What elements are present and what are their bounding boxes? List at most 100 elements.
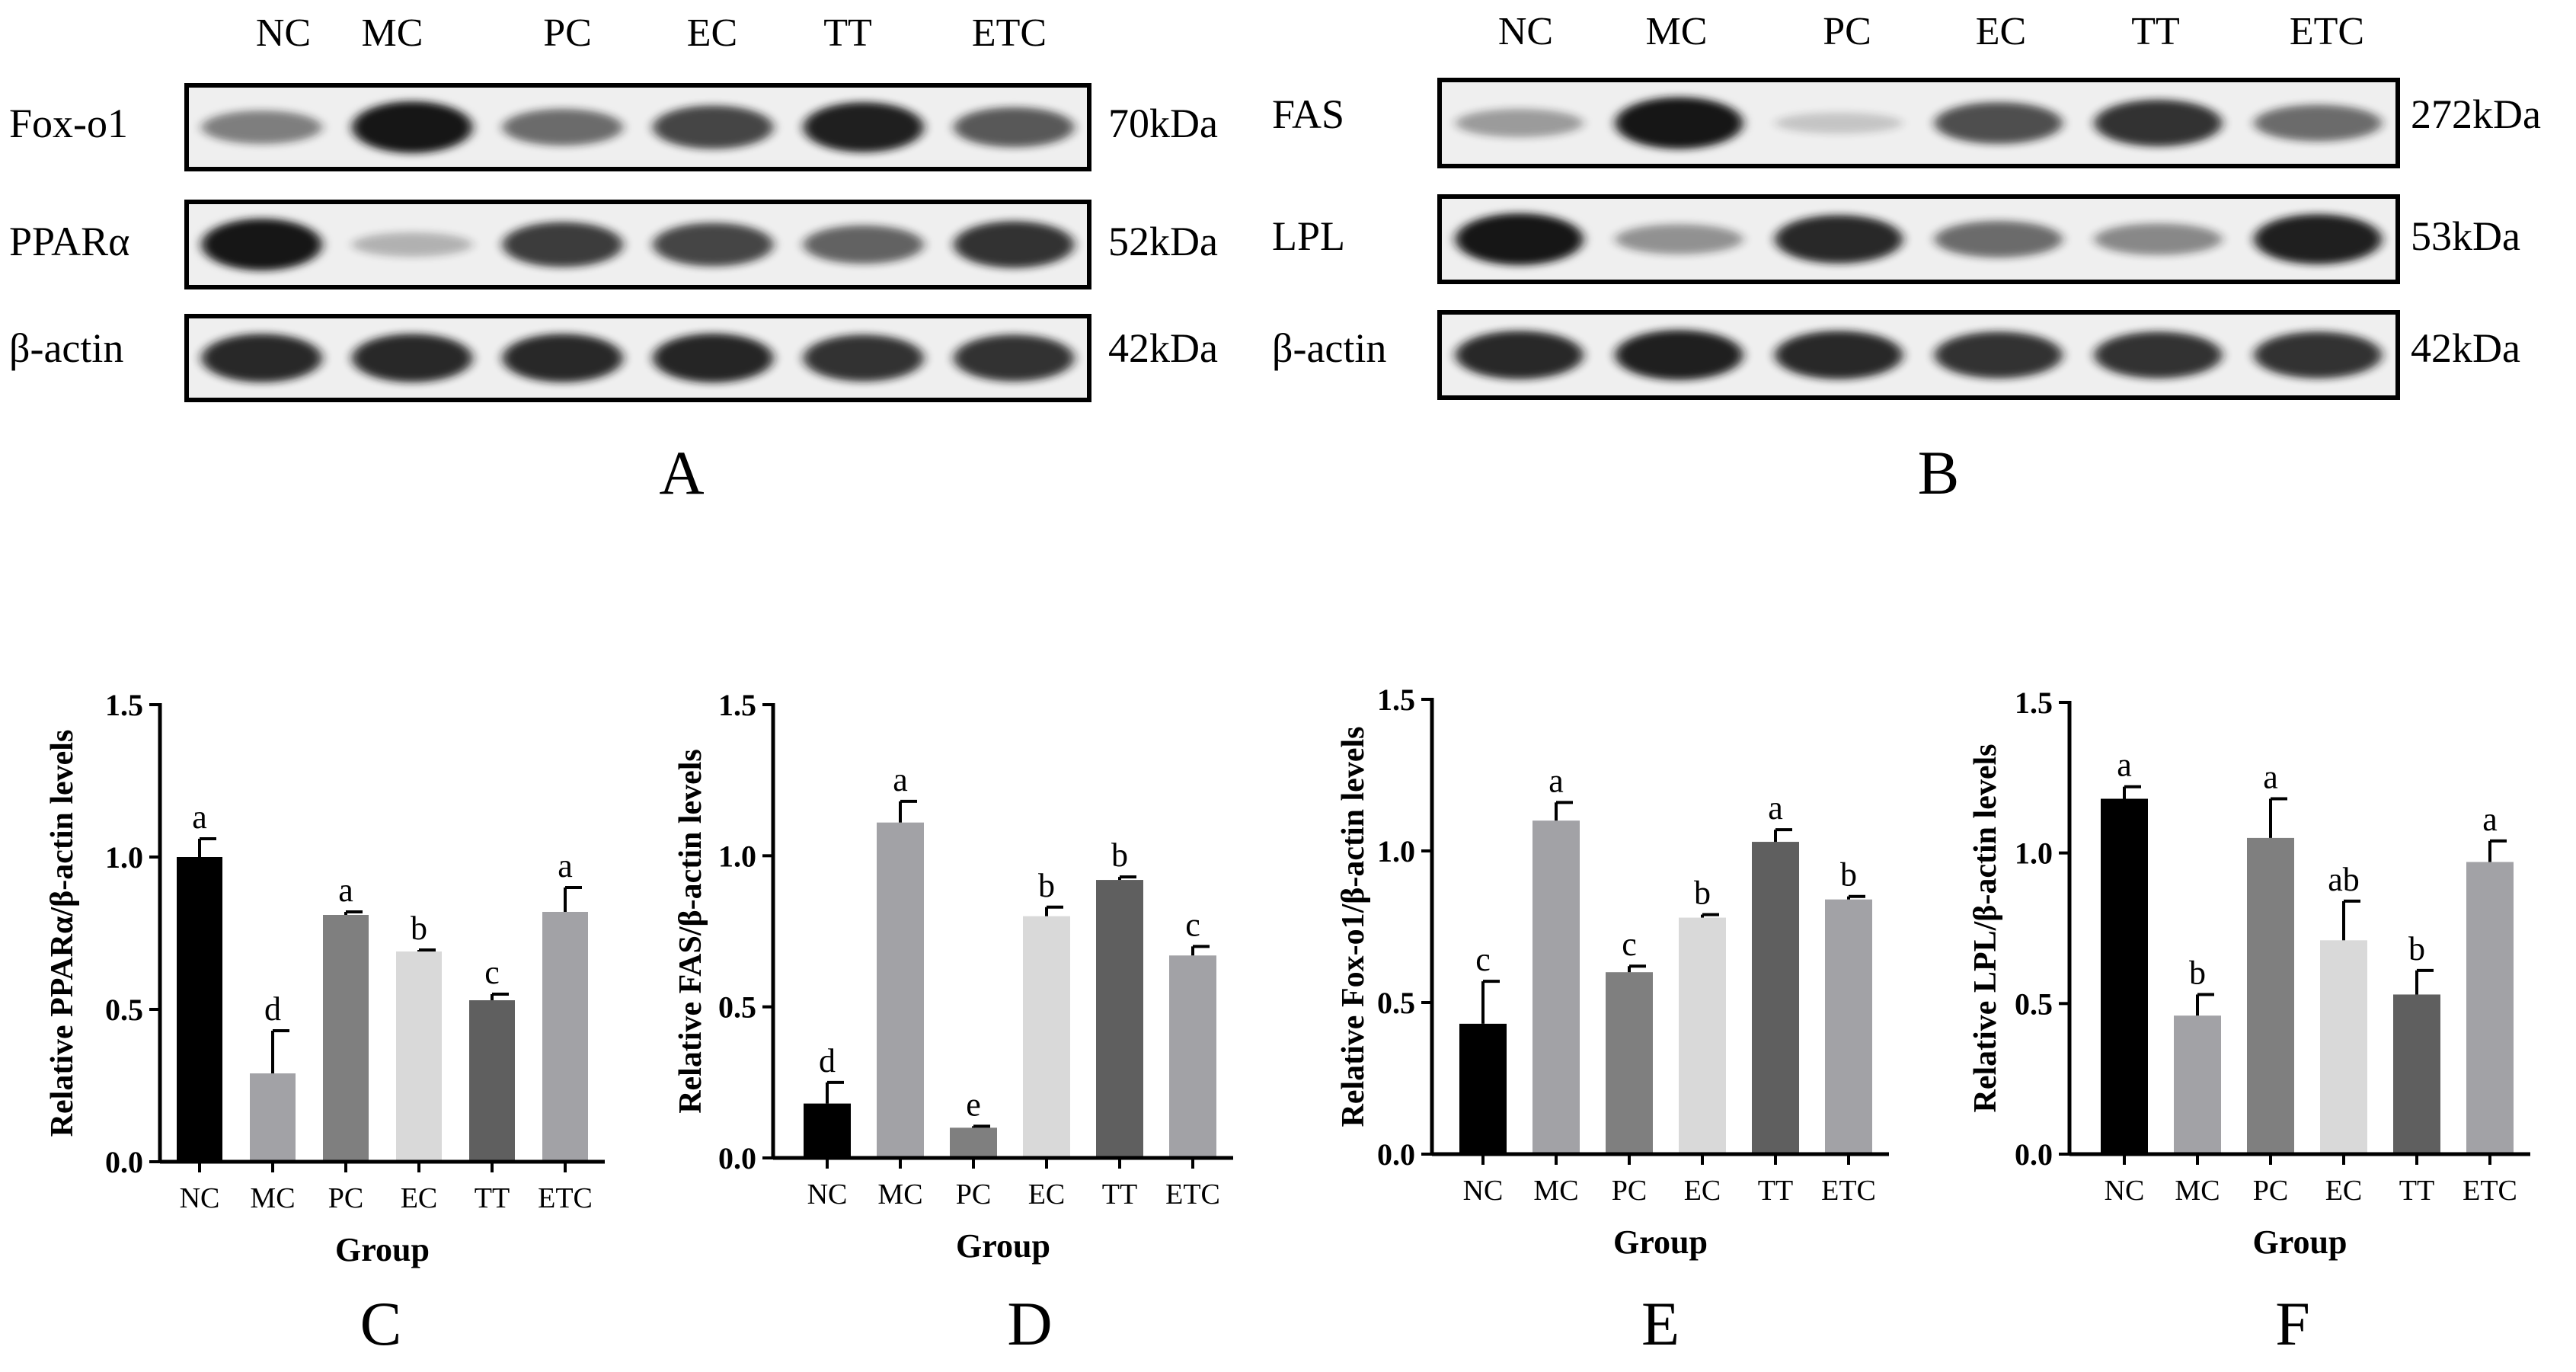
significance-letter: b bbox=[2189, 954, 2206, 991]
x-tick-label: MC bbox=[250, 1182, 295, 1214]
blot-protein-label: FAS bbox=[1272, 91, 1344, 137]
blot-protein-label: β-actin bbox=[1272, 325, 1386, 371]
y-tick-label: 0.5 bbox=[718, 990, 756, 1025]
bar-TT bbox=[1096, 880, 1143, 1158]
blot-band bbox=[954, 334, 1075, 382]
blot-band bbox=[502, 334, 623, 382]
blot-band bbox=[2254, 104, 2383, 142]
blot-band bbox=[201, 110, 322, 144]
bar-ETC bbox=[542, 912, 588, 1162]
x-tick-label: TT bbox=[1758, 1175, 1793, 1207]
blot-band bbox=[352, 334, 473, 382]
bar-NC bbox=[804, 1103, 851, 1158]
blot-frame bbox=[1437, 310, 2400, 400]
x-tick-label: TT bbox=[2399, 1175, 2434, 1207]
significance-letter: e bbox=[966, 1086, 981, 1123]
bar-MC bbox=[877, 822, 924, 1158]
significance-letter: b bbox=[1694, 875, 1711, 912]
bar-MC bbox=[1532, 820, 1580, 1154]
bar-PC bbox=[323, 915, 369, 1162]
x-tick-label: EC bbox=[1684, 1175, 1721, 1207]
blot-band bbox=[954, 221, 1075, 268]
bar-NC bbox=[177, 857, 222, 1162]
significance-letter: c bbox=[1185, 906, 1200, 943]
blot-band bbox=[1455, 331, 1584, 379]
significance-letter: c bbox=[1475, 941, 1491, 978]
chart-C: a NC d MC a PC b EC c TT a ETC 0.0 0.5 1.0 1.5 Group Rela… bbox=[45, 688, 605, 1358]
panel-letter: D bbox=[1007, 1289, 1052, 1358]
significance-letter: ab bbox=[2328, 861, 2360, 898]
blot-band bbox=[2254, 214, 2383, 264]
bar-NC bbox=[1459, 1023, 1507, 1154]
blot-row-Fox-o1: Fox-o1 70kDa bbox=[9, 83, 1218, 171]
x-tick-label: TT bbox=[475, 1182, 510, 1214]
significance-letter: a bbox=[2117, 747, 2132, 784]
bar-EC bbox=[1023, 916, 1070, 1158]
blot-lane-label: EC bbox=[687, 11, 737, 55]
x-tick-label: ETC bbox=[1821, 1175, 1876, 1207]
panel-letter: B bbox=[1918, 438, 1960, 507]
blot-size-label: 53kDa bbox=[2411, 213, 2520, 259]
significance-letter: c bbox=[484, 954, 500, 991]
chart-E: c NC a MC c PC b EC a TT b ETC 0.0 0.5 1.0 1.5 Group Rela… bbox=[1336, 683, 1889, 1358]
significance-letter: b bbox=[411, 910, 427, 947]
x-tick-label: EC bbox=[1028, 1179, 1066, 1210]
bar-TT bbox=[469, 1000, 515, 1162]
y-tick-label: 0.5 bbox=[2015, 987, 2053, 1021]
blot-lane-label: MC bbox=[1646, 10, 1708, 53]
x-tick-label: ETC bbox=[2463, 1175, 2517, 1207]
x-tick-label: ETC bbox=[1165, 1179, 1220, 1210]
y-tick-label: 1.0 bbox=[105, 840, 143, 875]
blot-band bbox=[653, 222, 774, 267]
x-tick-label: NC bbox=[1463, 1175, 1504, 1207]
x-tick-label: EC bbox=[2325, 1175, 2363, 1207]
blot-lane-label: PC bbox=[1823, 10, 1871, 53]
y-tick-label: 1.5 bbox=[1377, 683, 1415, 717]
blot-protein-label: β-actin bbox=[9, 325, 123, 371]
panel-letter: A bbox=[659, 438, 704, 507]
significance-letter: a bbox=[1768, 789, 1783, 827]
blot-panel-B: NC MC PC EC TT ETC FAS 272kDa LPL 53kDa β-actin 42k… bbox=[1272, 10, 2541, 507]
blot-size-label: 42kDa bbox=[1108, 325, 1218, 371]
blot-band bbox=[1615, 224, 1743, 254]
chart-F: a NC b MC a PC ab EC b TT a ETC 0.0 0.5 1.0 1.5 Group Rel… bbox=[1968, 686, 2530, 1358]
blot-band bbox=[352, 232, 473, 257]
blot-frame bbox=[184, 83, 1091, 171]
y-axis-title: Relative PPARα/β-actin levels bbox=[45, 730, 80, 1137]
significance-letter: a bbox=[558, 847, 573, 884]
y-axis-title: Relative FAS/β-actin levels bbox=[673, 749, 708, 1114]
bar-MC bbox=[250, 1073, 296, 1162]
bar-ETC bbox=[1825, 899, 1872, 1154]
y-tick-label: 1.5 bbox=[718, 688, 756, 722]
x-tick-label: MC bbox=[2175, 1175, 2220, 1207]
blot-size-label: 52kDa bbox=[1108, 219, 1218, 264]
blot-size-label: 272kDa bbox=[2411, 91, 2541, 137]
y-tick-label: 0.5 bbox=[1377, 986, 1415, 1020]
bar-TT bbox=[2393, 994, 2440, 1154]
blot-frame bbox=[1437, 78, 2400, 168]
chart-D: d NC a MC e PC b EC b TT c ETC 0.0 0.5 1.0 1.5 Group Rela… bbox=[673, 688, 1233, 1358]
significance-letter: b bbox=[2408, 930, 2425, 967]
blot-band bbox=[502, 222, 623, 267]
bar-NC bbox=[2101, 798, 2148, 1154]
y-tick-label: 1.0 bbox=[718, 839, 756, 873]
blot-band bbox=[1934, 102, 2063, 144]
x-tick-label: PC bbox=[2253, 1175, 2288, 1207]
blot-frame bbox=[184, 314, 1091, 402]
blot-band bbox=[1775, 215, 1903, 264]
y-tick-label: 0.5 bbox=[105, 993, 143, 1027]
x-tick-label: PC bbox=[1612, 1175, 1647, 1207]
x-tick-label: NC bbox=[180, 1182, 220, 1214]
blot-band bbox=[502, 108, 623, 146]
blot-band bbox=[1455, 108, 1584, 138]
blot-frame bbox=[184, 200, 1091, 289]
bar-EC bbox=[1679, 917, 1726, 1154]
blot-lane-label: ETC bbox=[2290, 10, 2364, 53]
blot-row-β-actin: β-actin 42kDa bbox=[1272, 310, 2520, 400]
blot-band bbox=[1775, 331, 1903, 379]
blot-band bbox=[803, 102, 924, 152]
x-tick-label: NC bbox=[807, 1179, 848, 1210]
significance-letter: a bbox=[338, 871, 353, 909]
